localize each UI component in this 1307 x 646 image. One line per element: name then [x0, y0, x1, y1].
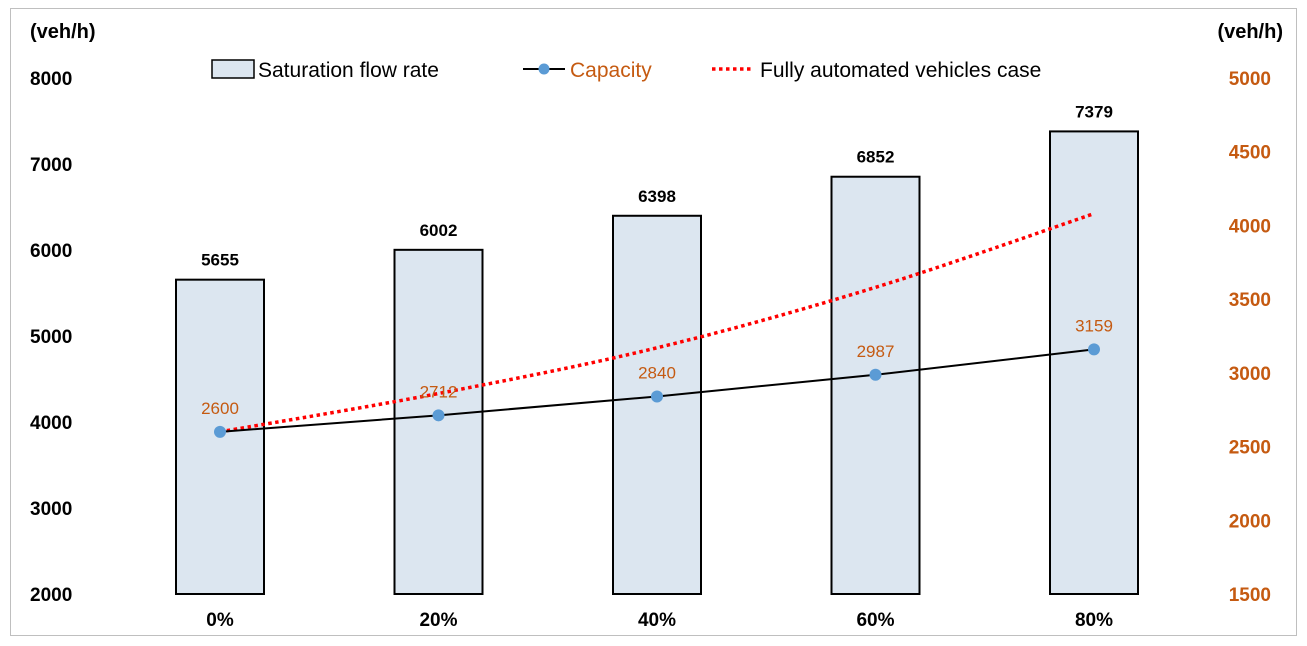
fav-series-line	[219, 211, 1095, 434]
right-tick-label: 1500	[1229, 585, 1271, 606]
right-tick-label: 4000	[1229, 216, 1271, 237]
capacity-point	[432, 409, 445, 422]
category-label: 60%	[856, 610, 894, 631]
saturation-bar	[830, 175, 921, 595]
category-label: 20%	[419, 610, 457, 631]
bar-value-label: 7379	[1075, 102, 1113, 121]
right-tick-label: 3000	[1229, 364, 1271, 385]
legend-fav-label: Fully automated vehicles case	[760, 59, 1041, 82]
legend: Saturation flow rate Capacity Fully auto…	[211, 59, 1041, 82]
capacity-value-label: 2600	[201, 399, 239, 418]
right-tick-label: 2500	[1229, 438, 1271, 459]
saturation-bar	[612, 214, 702, 595]
left-tick-label: 5000	[30, 327, 72, 348]
category-label: 40%	[638, 610, 676, 631]
capacity-value-label: 2840	[638, 363, 676, 382]
category-label: 80%	[1075, 610, 1113, 631]
capacity-value-label: 3159	[1075, 316, 1113, 335]
capacity-value-label: 2987	[857, 342, 895, 361]
left-tick-label: 2000	[30, 585, 72, 606]
left-tick-label: 8000	[30, 69, 72, 90]
right-tick-label: 5000	[1229, 69, 1271, 90]
bar-value-label: 6398	[638, 187, 676, 206]
capacity-value-label: 2712	[420, 382, 458, 401]
legend-saturation-label: Saturation flow rate	[258, 59, 439, 82]
legend-capacity-marker	[538, 63, 550, 75]
fav-series	[219, 211, 1095, 434]
right-tick-label: 3500	[1229, 290, 1271, 311]
capacity-point	[651, 390, 663, 403]
saturation-bar	[1049, 130, 1139, 595]
capacity-point	[1088, 343, 1100, 356]
category-label: 0%	[206, 610, 234, 631]
bars: 5655 6002 6398 6852 7379	[175, 102, 1139, 595]
right-axis-ticks: 1500 2000 2500 3000 3500 4000 4500 5000	[1229, 69, 1271, 606]
legend-capacity-label: Capacity	[570, 59, 652, 82]
capacity-point	[869, 368, 882, 381]
right-tick-label: 4500	[1229, 143, 1271, 164]
bar-value-label: 6852	[857, 148, 895, 167]
left-axis-ticks: 2000 3000 4000 5000 6000 7000 8000	[30, 69, 72, 606]
legend-bar-swatch	[211, 59, 255, 79]
capacity-point	[214, 425, 226, 438]
category-labels: 0% 20% 40% 60% 80%	[206, 610, 1113, 631]
saturation-bar	[393, 248, 484, 595]
left-tick-label: 4000	[30, 413, 72, 434]
left-tick-label: 3000	[30, 499, 72, 520]
bar-value-label: 5655	[201, 251, 239, 270]
left-axis-unit: (veh/h)	[30, 21, 96, 43]
bar-value-label: 6002	[420, 221, 458, 240]
capacity-series: 2600 2712 2840 2987 3159	[201, 316, 1113, 438]
left-tick-label: 6000	[30, 241, 72, 262]
right-tick-label: 2000	[1229, 511, 1271, 532]
right-axis-unit: (veh/h)	[1217, 21, 1283, 43]
left-tick-label: 7000	[30, 155, 72, 176]
